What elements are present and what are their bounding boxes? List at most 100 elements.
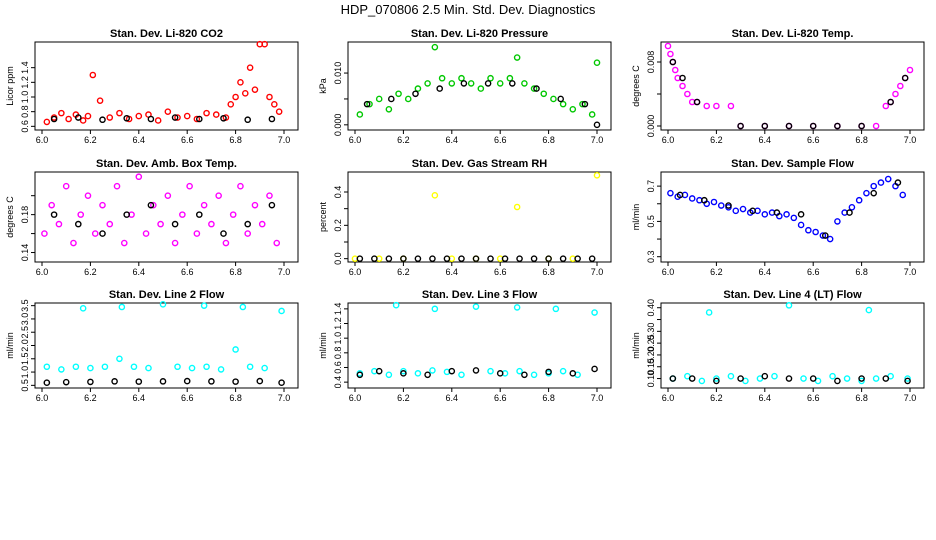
data-point-secondary (725, 202, 732, 209)
data-point-secondary (195, 115, 203, 123)
y-tick-label: 0.30 (646, 323, 656, 341)
data-point-primary (215, 192, 222, 199)
y-tick-label: 1.2 (333, 317, 343, 330)
panel-title: Stan. Dev. Sample Flow (731, 158, 854, 170)
data-point-secondary (50, 211, 58, 218)
data-point-primary (212, 111, 220, 118)
data-point-primary (120, 239, 128, 247)
data-point-secondary (412, 90, 419, 98)
data-point-primary (872, 122, 880, 130)
data-point-primary (727, 372, 735, 380)
data-point-primary (477, 85, 485, 92)
data-point-secondary (159, 378, 167, 385)
data-point-primary (414, 85, 422, 92)
data-point-primary (200, 201, 208, 209)
y-tick-label: 0.7 (646, 180, 656, 193)
x-tick-label: 6.8 (229, 267, 242, 277)
data-point-secondary (530, 255, 538, 262)
x-tick-label: 6.2 (84, 267, 97, 277)
data-point-primary (513, 203, 521, 211)
data-point-primary (713, 102, 720, 110)
y-tick-label: 0.2 (333, 219, 343, 232)
y-axis-label: Licor ppm (5, 66, 15, 106)
data-point-primary (897, 82, 904, 90)
y-tick-label: 0.4 (333, 376, 343, 389)
y-tick-label: 0.3 (646, 250, 656, 263)
data-point-secondary (75, 220, 82, 228)
x-tick-label: 6.2 (84, 393, 97, 403)
data-point-primary (540, 90, 548, 98)
y-axis-label: degrees C (5, 196, 15, 238)
data-point-primary (552, 305, 560, 313)
x-tick-label: 7.0 (278, 267, 291, 277)
panel-title: Stan. Dev. Li-820 Temp. (732, 28, 854, 40)
data-point-primary (679, 82, 686, 90)
data-point-primary (193, 115, 201, 123)
x-tick-label: 6.6 (181, 267, 194, 277)
data-point-primary (593, 172, 601, 179)
data-point-primary (550, 95, 557, 103)
plot-frame (347, 41, 612, 131)
data-point-primary (591, 309, 598, 316)
y-tick-label: 0.8 (333, 347, 343, 360)
x-tick-label: 6.6 (807, 267, 820, 277)
y-axis-label: kPa (318, 78, 328, 94)
data-point-primary (506, 74, 514, 82)
data-point-secondary (75, 114, 82, 121)
data-point-primary (157, 220, 164, 228)
data-point-primary (521, 80, 528, 87)
data-point-secondary (43, 379, 51, 386)
x-tick-label: 6.4 (759, 267, 772, 277)
data-point-primary (882, 102, 890, 110)
data-point-primary (150, 201, 157, 209)
x-tick-label: 6.4 (133, 267, 146, 277)
data-point-secondary (496, 370, 504, 377)
x-tick-label: 6.4 (759, 393, 772, 403)
data-point-secondary (858, 122, 865, 130)
data-point-primary (771, 372, 778, 380)
data-point-primary (79, 117, 87, 124)
plot-frame (660, 41, 925, 131)
x-tick-label: 6.6 (181, 135, 194, 145)
x-tick-label: 7.0 (278, 393, 291, 403)
data-point-primary (174, 363, 181, 371)
y-tick-label: 1.0 (20, 91, 30, 104)
data-point-secondary (443, 255, 451, 262)
data-point-primary (559, 100, 567, 108)
data-point-secondary (593, 121, 601, 129)
data-point-secondary (901, 74, 909, 82)
data-point-secondary (460, 80, 468, 87)
y-tick-label: 0.8 (20, 105, 30, 118)
data-point-secondary (220, 114, 227, 122)
data-point-primary (458, 371, 465, 379)
data-point-primary (183, 112, 191, 120)
data-point-secondary (508, 80, 516, 87)
data-point-secondary (701, 196, 708, 204)
panel-title: Stan. Dev. Line 4 (LT) Flow (723, 289, 862, 301)
data-point-primary (892, 90, 899, 98)
data-point-secondary (87, 378, 94, 386)
x-tick-label: 6.8 (542, 135, 555, 145)
y-axis-label: ml/min (318, 332, 328, 359)
data-point-secondary (688, 375, 696, 382)
data-point-primary (241, 90, 249, 97)
data-point-primary (400, 367, 407, 375)
data-point-primary (698, 377, 706, 385)
x-tick-label: 7.0 (591, 393, 604, 403)
data-point-primary (424, 80, 431, 87)
data-point-primary (84, 192, 92, 199)
x-tick-label: 6.4 (446, 135, 459, 145)
data-point-primary (819, 232, 827, 239)
data-point-primary (154, 117, 162, 124)
y-tick-label: 2.0 (20, 339, 30, 352)
data-point-primary (84, 112, 92, 120)
x-tick-label: 6.6 (807, 393, 820, 403)
plot-frame (660, 302, 925, 389)
data-point-secondary (256, 377, 264, 385)
panel-3: Stan. Dev. Li-820 Temp. degrees C 0.000 0.0… (631, 28, 925, 145)
data-point-primary (713, 375, 720, 382)
data-point-primary (848, 203, 856, 211)
y-tick-label: 1.0 (333, 332, 343, 345)
x-tick-label: 6.0 (36, 393, 49, 403)
data-point-primary (865, 306, 873, 314)
